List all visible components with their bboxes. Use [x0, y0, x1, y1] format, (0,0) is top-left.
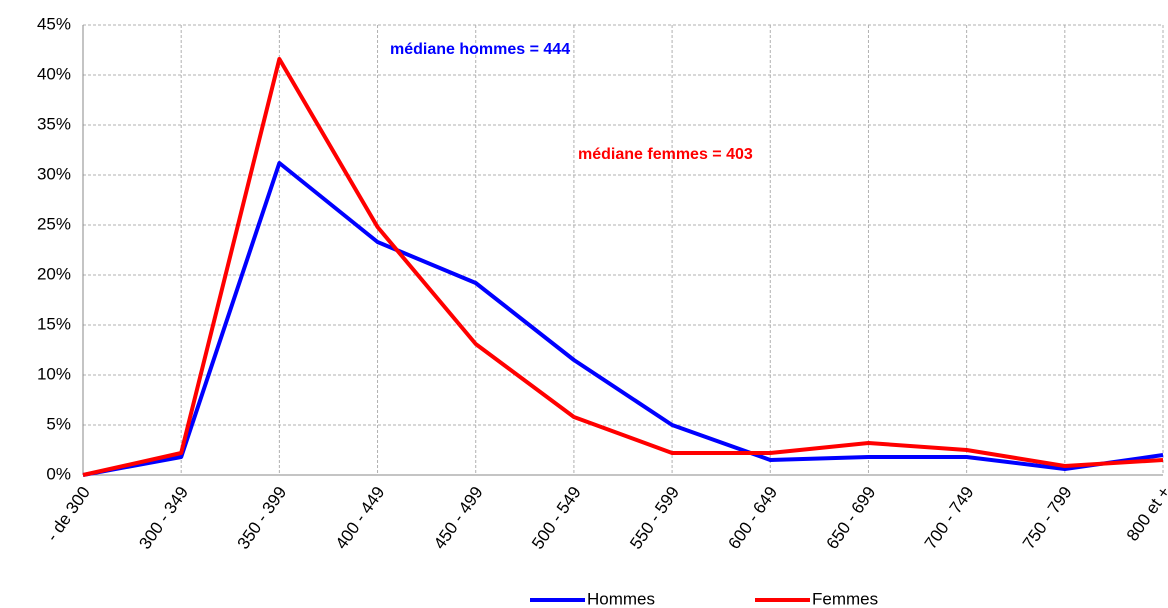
- x-tick-label: 450 - 499: [430, 483, 487, 553]
- x-tick-label: 350 - 399: [234, 483, 291, 553]
- x-tick-label: 750 - 799: [1019, 483, 1076, 553]
- annotation: médiane femmes = 403: [578, 146, 753, 163]
- line-series: [82, 57, 1164, 477]
- y-tick-label: 10%: [37, 364, 71, 383]
- y-tick-label: 35%: [37, 114, 71, 133]
- x-tick-label: 700 - 749: [921, 483, 978, 553]
- y-tick-label: 40%: [37, 64, 71, 83]
- y-tick-label: 20%: [37, 264, 71, 283]
- y-tick-label: 5%: [46, 414, 71, 433]
- x-tick-label: 800 et +: [1123, 483, 1168, 545]
- legend-label: Femmes: [812, 589, 878, 608]
- legend-label: Hommes: [587, 589, 655, 608]
- y-tick-label: 15%: [37, 314, 71, 333]
- x-tick-label: 550 - 599: [626, 483, 683, 553]
- y-tick-label: 30%: [37, 164, 71, 183]
- x-tick-label: 650 - 699: [823, 483, 880, 553]
- y-tick-label: 25%: [37, 214, 71, 233]
- x-tick-label: 600 - 649: [724, 483, 781, 553]
- x-tick-label: 500 - 549: [528, 483, 585, 553]
- y-tick-label: 45%: [37, 14, 71, 33]
- line-series: [82, 161, 1164, 477]
- annotation: médiane hommes = 444: [390, 41, 570, 58]
- x-tick-label: - de 300: [43, 483, 94, 545]
- y-tick-label: 0%: [46, 464, 71, 483]
- x-tick-label: 400 - 449: [332, 483, 389, 553]
- x-tick-label: 300 - 349: [135, 483, 192, 553]
